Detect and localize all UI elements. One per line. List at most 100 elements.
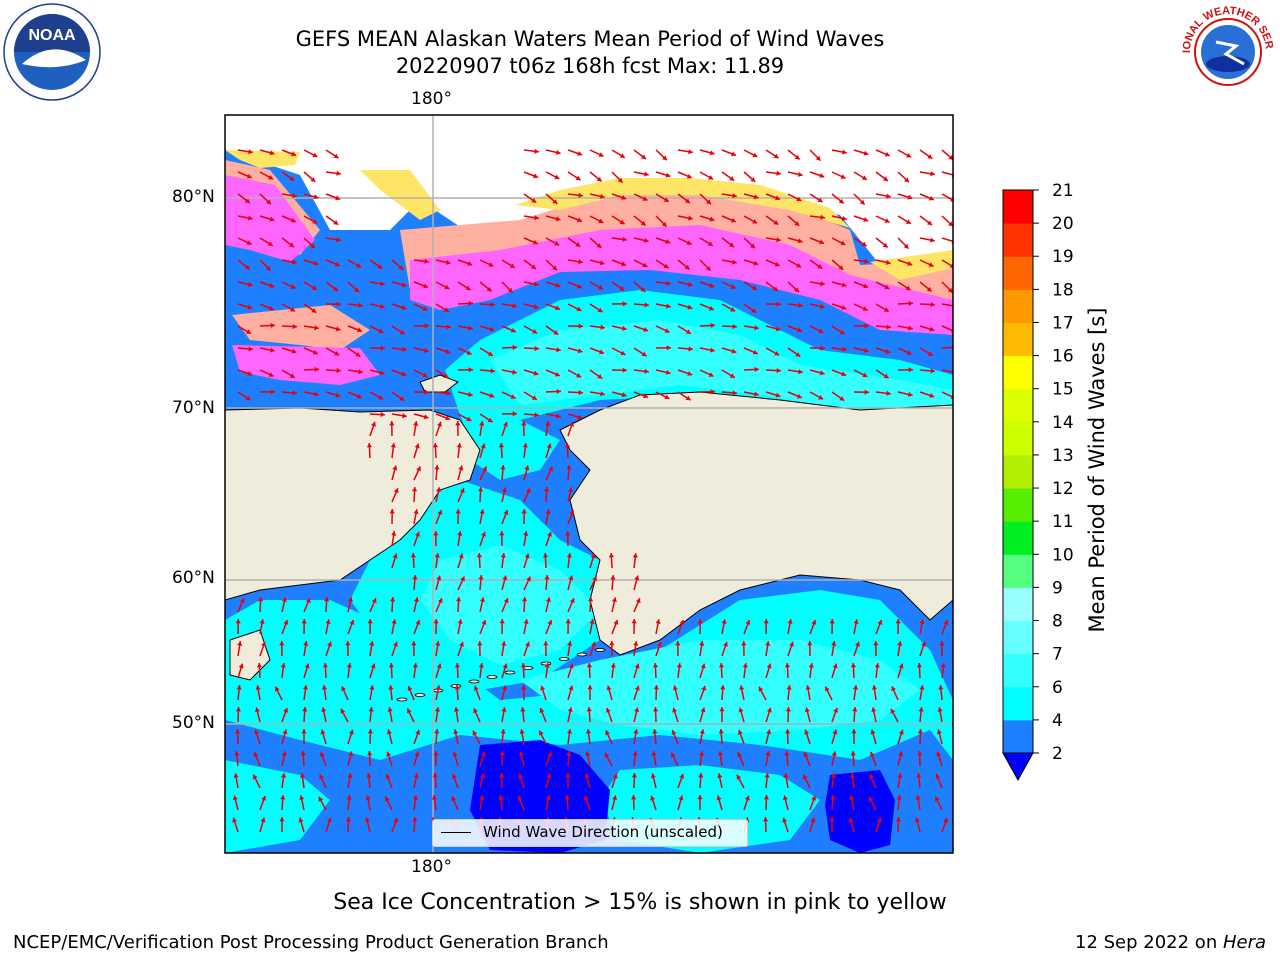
wind-wave-arrow-head <box>407 686 413 692</box>
wind-wave-arrow-head <box>884 151 890 157</box>
wind-wave-arrow-head <box>424 258 429 264</box>
wind-wave-arrow-head <box>451 773 457 779</box>
wind-wave-arrow-head <box>729 242 734 248</box>
sea-ice-peach-lower <box>232 305 370 350</box>
wind-wave-arrow-head <box>575 242 581 247</box>
wind-wave-arrow-head <box>482 466 487 472</box>
wind-wave-arrow-head <box>906 350 912 355</box>
wind-wave-arrow <box>941 325 953 332</box>
wind-wave-arrow-head <box>632 751 638 756</box>
wind-wave-arrow-head <box>612 795 618 801</box>
wind-wave-arrow-head <box>699 729 705 735</box>
colorbar-band <box>1003 521 1033 555</box>
wind-wave-arrow-head <box>622 367 627 373</box>
wind-wave-arrow-head <box>521 421 527 426</box>
wind-wave-arrow-head <box>634 575 640 581</box>
wind-wave-arrow-head <box>873 641 879 646</box>
wind-wave-arrow-head <box>366 443 373 448</box>
wind-wave-arrow-head <box>335 195 341 201</box>
wind-wave-arrow-head <box>710 389 715 395</box>
wind-wave-arrow-head <box>599 260 605 266</box>
wind-wave-arrow-head <box>412 575 418 580</box>
wind-wave-arrow-head <box>435 685 441 691</box>
wind-wave-arrow-head <box>292 390 297 396</box>
wind-wave-arrow-head <box>706 199 711 205</box>
wind-wave-arrow-head <box>367 751 373 756</box>
wind-wave-arrow-head <box>388 663 395 668</box>
wind-wave-arrow-head <box>643 237 649 243</box>
wind-wave-arrow-head <box>853 619 859 624</box>
wind-wave-arrow-head <box>434 707 441 712</box>
wind-wave-arrow-head <box>479 795 485 800</box>
wind-wave-arrow-head <box>467 391 473 397</box>
wind-wave-arrow-head <box>336 170 341 176</box>
wind-wave-arrow-head <box>503 598 509 604</box>
wind-wave-arrow-head <box>566 751 572 756</box>
wind-wave-arrow-head <box>907 194 913 200</box>
wind-wave-arrow-head <box>675 641 681 646</box>
wind-wave-arrow-head <box>564 795 570 800</box>
wind-wave-arrow-head <box>356 393 362 399</box>
wind-wave-arrow-head <box>930 171 935 177</box>
wind-wave-arrow-head <box>729 176 735 181</box>
wind-wave-arrow-head <box>700 663 706 669</box>
wind-wave-arrow-head <box>830 773 837 778</box>
wind-wave-arrow-head <box>358 369 363 375</box>
wind-wave-arrow-head <box>583 795 589 801</box>
wind-wave-arrow-head <box>848 817 854 823</box>
wind-wave-arrow-head <box>610 575 616 580</box>
wind-wave-arrow-head <box>575 175 581 181</box>
wind-wave-arrow-head <box>905 285 911 291</box>
wind-wave-arrow-head <box>386 729 392 735</box>
wind-wave-arrow-head <box>401 305 407 310</box>
wind-wave-arrow-head <box>753 194 759 200</box>
wind-wave-arrow-head <box>731 151 737 157</box>
wind-wave-arrow-head <box>700 707 706 713</box>
wind-wave-arrow-head <box>365 795 371 800</box>
wind-wave-arrow-head <box>783 773 789 778</box>
wind-wave-arrow-head <box>266 199 271 205</box>
wind-wave-arrow-head <box>567 487 573 493</box>
wind-wave-arrow-head <box>466 416 472 422</box>
wind-wave-arrow-head <box>555 149 561 155</box>
wind-wave-arrow-head <box>927 220 932 226</box>
wind-wave-arrow-head <box>576 306 582 312</box>
gulf-alaska-light <box>520 640 920 735</box>
wind-wave-arrow-head <box>794 154 800 160</box>
wind-wave-arrow-head <box>555 216 561 222</box>
wind-wave-arrow-head <box>239 598 245 604</box>
wind-wave-arrow-head <box>766 707 772 713</box>
wind-wave-arrow-head <box>686 173 692 179</box>
colorbar-tick-label: 7 <box>1052 645 1063 665</box>
wind-wave-arrow-head <box>930 237 935 243</box>
wind-wave-arrow-head <box>744 795 750 801</box>
wind-wave-arrow-head <box>547 619 553 625</box>
wind-wave-arrow-head <box>545 597 551 603</box>
wind-wave-arrow-head <box>487 351 493 356</box>
footer-date-text: 12 Sep 2022 on <box>1075 932 1223 953</box>
wind-wave-arrow-head <box>754 366 759 373</box>
wind-wave-arrow-head <box>260 817 266 823</box>
wind-wave-arrow-head <box>763 619 769 624</box>
wind-wave-arrow-head <box>502 663 508 669</box>
wind-wave-arrow-head <box>803 752 809 758</box>
wind-wave-arrow-head <box>532 328 538 334</box>
wind-wave-arrow-head <box>289 373 295 378</box>
wind-wave-arrow-head <box>544 663 550 668</box>
wind-wave-arrow-head <box>416 466 421 472</box>
wind-wave-arrow-head <box>290 217 296 223</box>
wind-wave-arrow-head <box>377 264 383 269</box>
wind-wave-arrow-head <box>503 421 508 427</box>
wind-wave-arrow-head <box>499 751 505 756</box>
wind-wave-arrow-head <box>605 730 610 736</box>
wind-wave-arrow-head <box>898 729 904 735</box>
wind-wave-arrow-head <box>596 176 602 182</box>
wind-wave-arrow-head <box>472 730 478 736</box>
colorbar-tick-label: 18 <box>1052 280 1074 300</box>
wind-wave-arrow-head <box>269 216 275 222</box>
wind-wave-arrow-head <box>393 488 399 494</box>
wind-wave-arrow-head <box>850 663 857 668</box>
wind-wave-arrow-head <box>304 663 310 669</box>
wind-wave-arrow-head <box>599 193 605 199</box>
wind-wave-arrow-head <box>437 598 443 604</box>
